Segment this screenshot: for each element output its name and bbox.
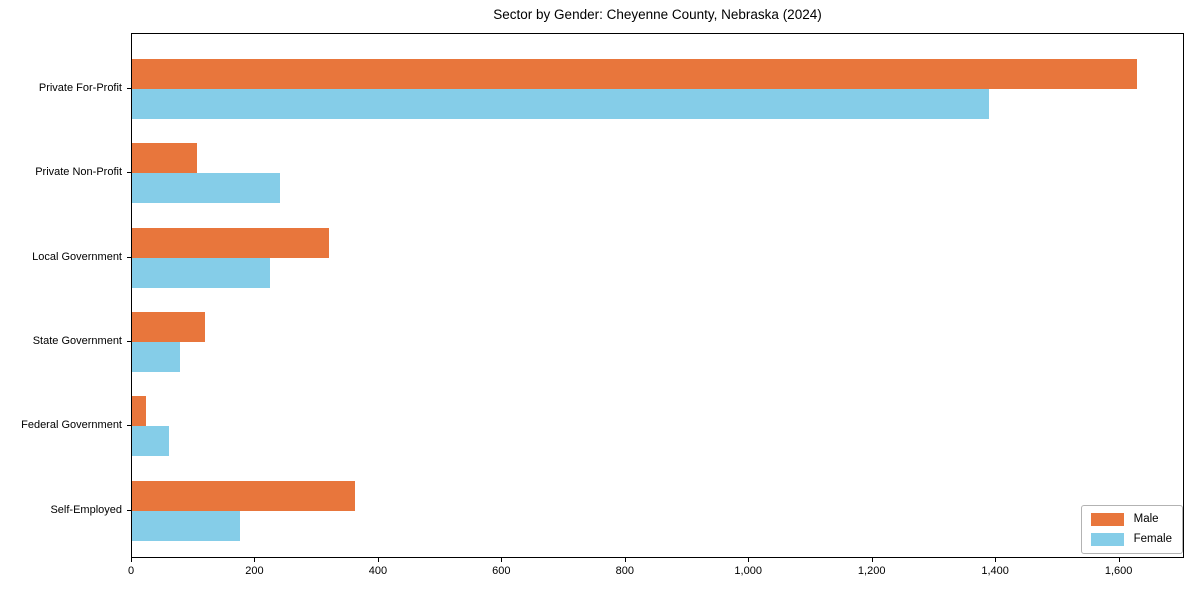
- y-tick-label-private-non-profit: Private Non-Profit: [35, 166, 122, 179]
- x-tick-mark: [254, 558, 256, 562]
- y-tick-mark: [127, 172, 131, 174]
- bar-male-federal-government: [132, 396, 147, 427]
- bar-male-private-for-profit: [132, 59, 1137, 89]
- legend-swatch-male: [1090, 513, 1124, 526]
- x-tick-label-1600: 1,600: [1104, 565, 1133, 577]
- bar-male-state-government: [132, 311, 205, 342]
- chart-title: Sector by Gender: Cheyenne County, Nebra…: [493, 7, 822, 22]
- bar-female-private-for-profit: [132, 89, 989, 119]
- x-tick-label-0: 0: [127, 565, 135, 577]
- plot-area: [131, 33, 1184, 558]
- x-tick-mark: [131, 558, 132, 562]
- bar-female-federal-government: [132, 426, 169, 457]
- legend: Male Female: [1080, 505, 1183, 554]
- x-tick-label-1200: 1,200: [857, 565, 886, 577]
- y-tick-label-state-government: State Government: [32, 334, 122, 347]
- bar-male-local-government: [132, 227, 329, 258]
- x-tick-mark: [624, 558, 626, 562]
- bar-male-self-employed: [132, 480, 355, 511]
- bar-female-local-government: [132, 257, 271, 288]
- legend-label-female: Female: [1133, 533, 1172, 545]
- x-tick-label-200: 200: [245, 565, 264, 577]
- x-tick-mark: [871, 558, 873, 562]
- legend-swatch-female: [1090, 533, 1124, 546]
- bar-female-state-government: [132, 341, 181, 372]
- x-tick-label-400: 400: [368, 565, 388, 577]
- x-tick-mark: [995, 558, 997, 562]
- x-tick-mark: [377, 558, 379, 562]
- legend-item-male: Male: [1090, 513, 1172, 526]
- x-tick-mark: [748, 558, 750, 562]
- bar-female-private-non-profit: [132, 173, 281, 204]
- bar-male-private-non-profit: [132, 143, 197, 174]
- x-tick-label-600: 600: [492, 565, 511, 577]
- y-tick-label-private-for-profit: Private For-Profit: [38, 82, 122, 94]
- y-tick-mark: [127, 425, 131, 427]
- y-tick-label-local-government: Local Government: [32, 250, 122, 263]
- legend-label-male: Male: [1133, 513, 1159, 525]
- y-tick-label-federal-government: Federal Government: [21, 419, 122, 432]
- x-tick-label-1400: 1,400: [981, 565, 1009, 577]
- legend-item-female: Female: [1090, 533, 1172, 546]
- x-tick-mark: [501, 558, 503, 562]
- bar-female-self-employed: [132, 510, 240, 541]
- x-tick-label-800: 800: [615, 565, 634, 577]
- x-tick-label-1000: 1,000: [734, 565, 762, 577]
- y-tick-mark: [127, 256, 131, 258]
- y-tick-mark: [127, 88, 131, 89]
- y-tick-mark: [127, 340, 131, 342]
- y-tick-label-self-employed: Self-Employed: [50, 503, 122, 516]
- y-tick-mark: [127, 509, 131, 511]
- x-tick-mark: [1118, 558, 1120, 562]
